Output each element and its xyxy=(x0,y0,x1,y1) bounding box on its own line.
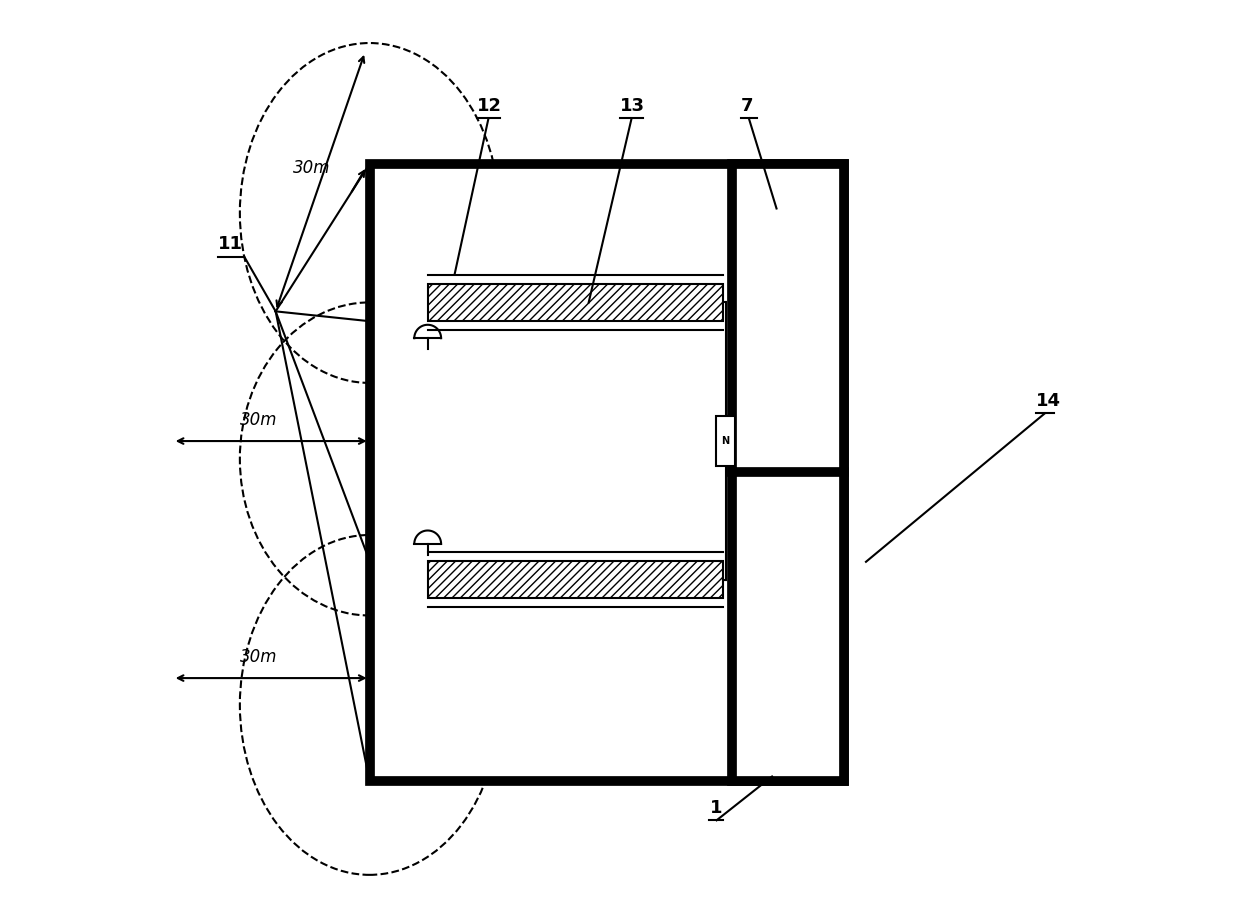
Text: 12: 12 xyxy=(477,96,502,114)
Text: 30m: 30m xyxy=(239,648,278,666)
Bar xyxy=(370,164,843,781)
Bar xyxy=(715,417,735,465)
Text: 11: 11 xyxy=(217,235,243,253)
Text: 30m: 30m xyxy=(239,411,278,429)
Text: 30m: 30m xyxy=(293,159,330,177)
Text: 7: 7 xyxy=(740,96,753,114)
Text: N: N xyxy=(722,436,729,446)
Bar xyxy=(732,164,843,781)
Bar xyxy=(428,284,723,321)
Text: 1: 1 xyxy=(709,798,722,816)
Bar xyxy=(428,561,723,599)
Text: 13: 13 xyxy=(620,96,645,114)
Text: 14: 14 xyxy=(1035,392,1061,410)
